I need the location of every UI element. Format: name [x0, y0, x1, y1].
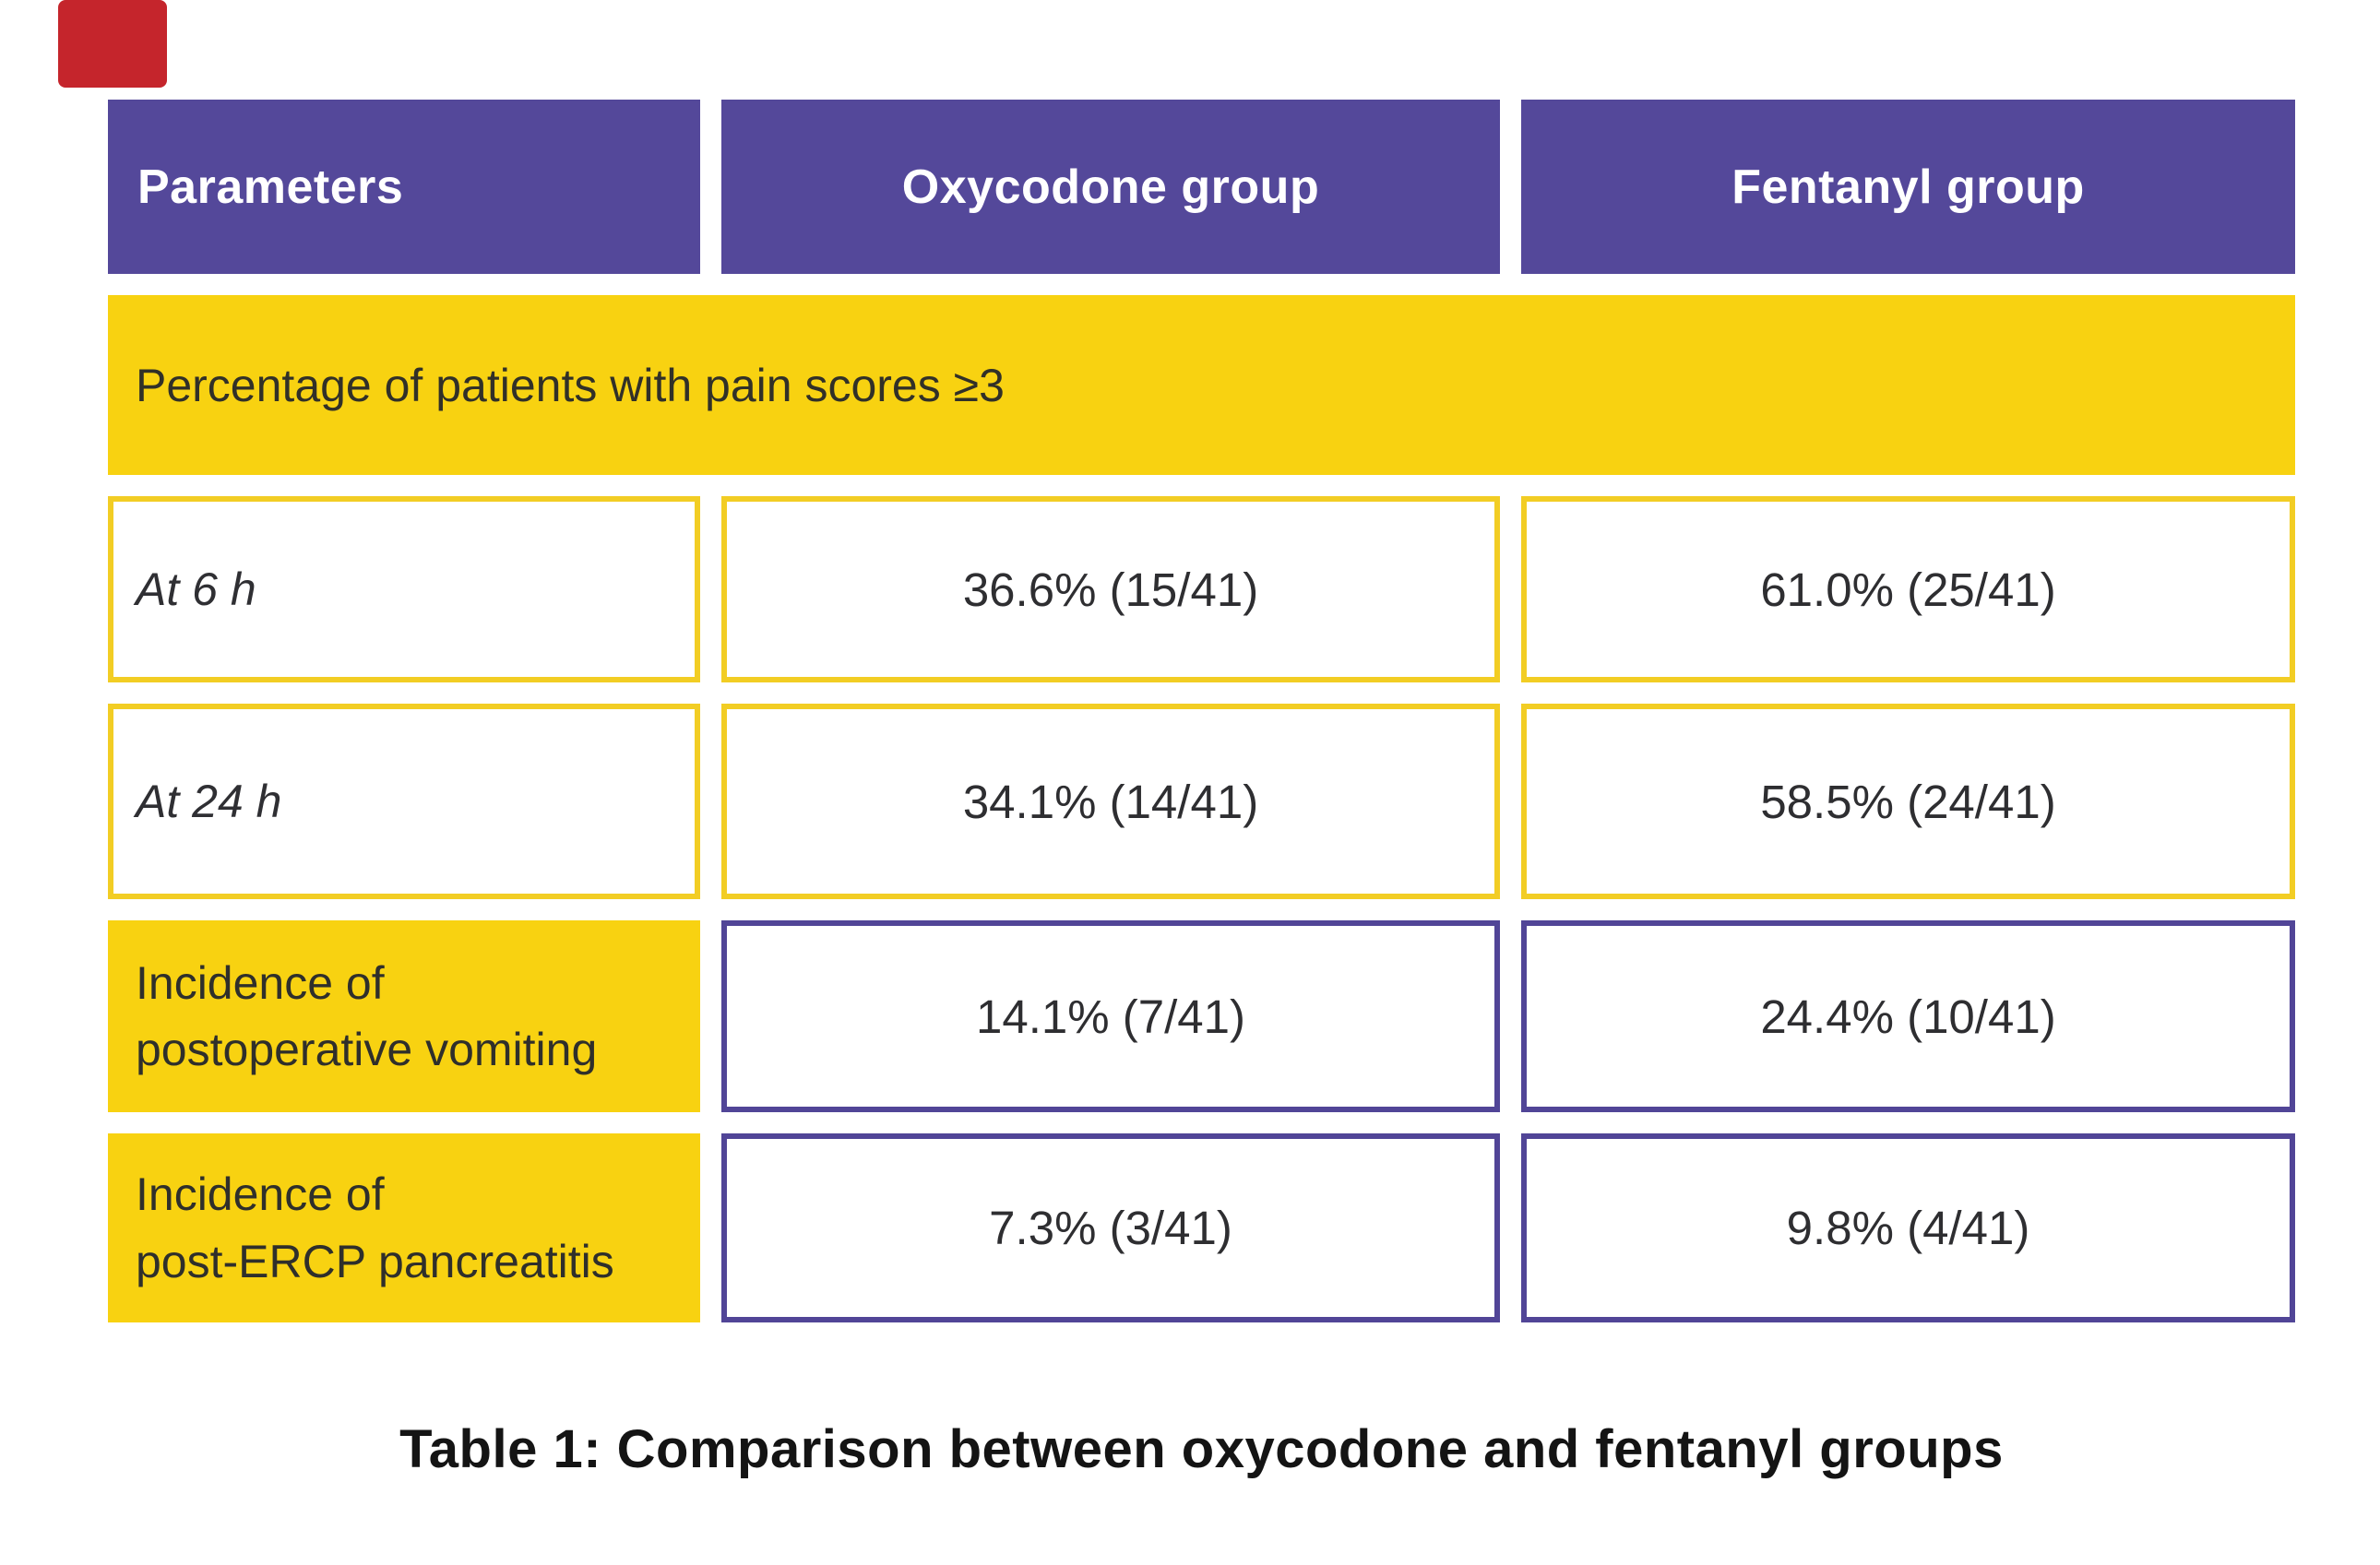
value-vomiting-oxycodone-text: 14.1% (7/41) [975, 990, 1245, 1043]
column-header-fentanyl-group: Fentanyl group [1521, 100, 2295, 274]
row-label-at-24h-text: At 24 h [136, 776, 282, 827]
section-band-pain-scores: Percentage of patients with pain scores … [108, 295, 2295, 475]
row-label-post-ercp-pancreatitis: Incidence of post-ERCP pancreatitis [108, 1133, 700, 1322]
value-at-24h-fentanyl-text: 58.5% (24/41) [1760, 775, 2056, 828]
value-at-6h-oxycodone: 36.6% (15/41) [721, 496, 1500, 682]
row-label-post-ercp-pancreatitis-line1: Incidence of [136, 1168, 385, 1220]
value-at-6h-fentanyl-text: 61.0% (25/41) [1760, 563, 2056, 616]
table-caption: Table 1: Comparison between oxycodone an… [399, 1419, 2004, 1479]
row-label-at-24h: At 24 h [108, 704, 700, 899]
value-pancreatitis-fentanyl: 9.8% (4/41) [1521, 1133, 2295, 1322]
value-at-24h-oxycodone-text: 34.1% (14/41) [962, 775, 1259, 828]
row-label-at-6h-text: At 6 h [136, 563, 256, 615]
column-header-parameters: Parameters [108, 100, 700, 274]
row-label-postoperative-vomiting-line2: postoperative vomiting [136, 1024, 598, 1075]
value-vomiting-fentanyl-text: 24.4% (10/41) [1760, 990, 2056, 1043]
value-at-6h-fentanyl: 61.0% (25/41) [1521, 496, 2295, 682]
value-vomiting-fentanyl: 24.4% (10/41) [1521, 920, 2295, 1112]
column-header-fentanyl-label: Fentanyl group [1731, 160, 2085, 214]
row-label-post-ercp-pancreatitis-line2: post-ERCP pancreatitis [136, 1235, 614, 1287]
comparison-table: Parameters Oxycodone group Fentanyl grou… [108, 100, 2295, 1322]
row-label-post-ercp-pancreatitis-text: Incidence of post-ERCP pancreatitis [136, 1161, 614, 1295]
value-at-24h-oxycodone: 34.1% (14/41) [721, 704, 1500, 899]
value-vomiting-oxycodone: 14.1% (7/41) [721, 920, 1500, 1112]
value-pancreatitis-oxycodone: 7.3% (3/41) [721, 1133, 1500, 1322]
row-label-postoperative-vomiting: Incidence of postoperative vomiting [108, 920, 700, 1112]
red-corner-marker [58, 0, 167, 88]
value-at-6h-oxycodone-text: 36.6% (15/41) [962, 563, 1259, 616]
column-header-parameters-label: Parameters [137, 160, 404, 214]
column-header-oxycodone-label: Oxycodone group [901, 160, 1320, 214]
section-band-label: Percentage of patients with pain scores … [136, 359, 1005, 411]
value-at-24h-fentanyl: 58.5% (24/41) [1521, 704, 2295, 899]
value-pancreatitis-fentanyl-text: 9.8% (4/41) [1786, 1202, 2030, 1254]
row-label-at-6h: At 6 h [108, 496, 700, 682]
row-label-postoperative-vomiting-text: Incidence of postoperative vomiting [136, 950, 597, 1084]
column-header-oxycodone-group: Oxycodone group [721, 100, 1500, 274]
row-label-postoperative-vomiting-line1: Incidence of [136, 956, 385, 1009]
value-pancreatitis-oxycodone-text: 7.3% (3/41) [989, 1202, 1232, 1254]
